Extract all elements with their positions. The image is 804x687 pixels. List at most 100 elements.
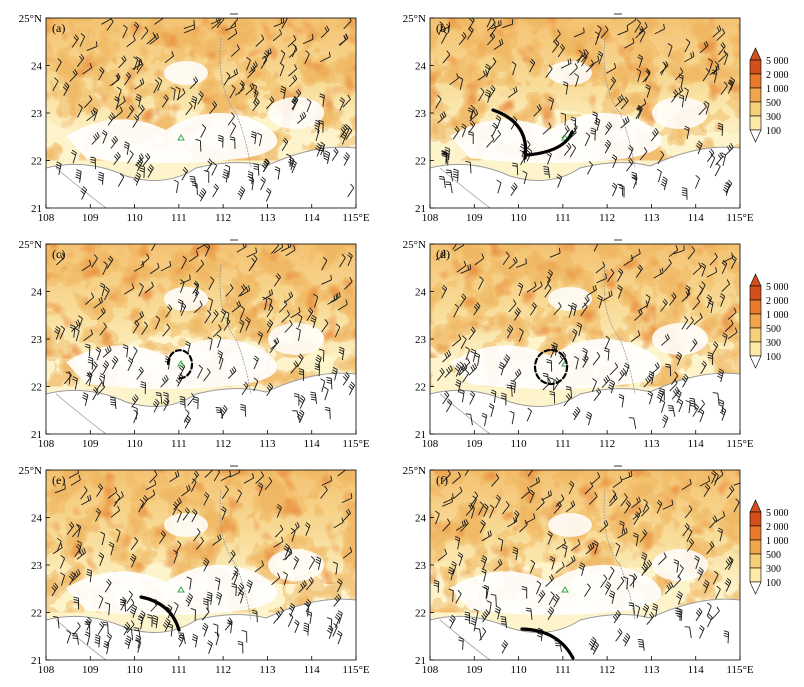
wind-barb-feather	[446, 171, 452, 174]
wind-barb-feather	[530, 58, 536, 63]
wind-barb	[154, 319, 161, 330]
wind-barb-feather	[590, 127, 596, 130]
wind-barb-feather	[240, 404, 246, 407]
wind-barb-feather	[258, 330, 263, 335]
wind-barb-feather	[622, 576, 628, 580]
wind-barb-feather	[98, 176, 104, 179]
wind-barb	[491, 125, 498, 137]
wind-barb-feather	[303, 580, 307, 585]
wind-barb-feather	[643, 98, 647, 104]
wind-barb-feather	[332, 561, 338, 565]
wind-barb-feather	[642, 564, 647, 569]
wind-barb-feather	[566, 144, 570, 150]
wind-barb	[131, 350, 138, 361]
wind-barb-feather	[628, 147, 633, 152]
colorbar-cap	[749, 273, 762, 287]
panel-label: (f)	[436, 473, 448, 487]
wind-barb-feather	[202, 562, 207, 567]
wind-barb-feather	[226, 317, 231, 322]
wind-barb-feather	[193, 282, 198, 287]
wind-barb-feather	[139, 106, 144, 112]
wind-barb	[703, 487, 711, 498]
wind-barb-feather	[724, 184, 729, 188]
wind-barb-feather	[661, 181, 667, 185]
station-marker	[561, 586, 569, 593]
wind-barb-feather	[314, 367, 320, 371]
wind-barb-feather	[111, 139, 115, 144]
wind-barb-feather	[474, 627, 480, 630]
wind-barb-feather	[500, 397, 507, 400]
wind-barb-feather	[606, 139, 612, 144]
wind-barb-feather	[727, 558, 731, 564]
wind-barb-feather	[265, 158, 270, 163]
wind-barb	[66, 632, 72, 644]
wind-barb-feather	[509, 410, 515, 414]
wind-barb	[113, 496, 121, 507]
wind-barb-feather	[284, 137, 289, 142]
wind-barb-feather	[536, 634, 542, 638]
lowland-area	[652, 323, 708, 355]
wind-barb-feather	[491, 85, 496, 90]
y-tick-label: 22	[31, 608, 42, 620]
wind-barb-feather	[718, 527, 723, 531]
wind-barb-feather	[509, 324, 514, 330]
wind-barb-feather	[716, 585, 721, 590]
wind-barb	[551, 43, 560, 53]
wind-barb	[225, 171, 229, 183]
wind-barb-feather	[578, 566, 584, 571]
wind-barb	[236, 246, 247, 253]
wind-barb	[637, 108, 643, 119]
wind-barb-feather	[722, 28, 726, 34]
wind-barb-feather	[182, 88, 186, 94]
wind-barb-feather	[444, 353, 448, 359]
wind-barb	[147, 167, 154, 178]
province-border	[55, 393, 107, 434]
wind-barb	[71, 528, 80, 538]
wind-barb-feather	[597, 297, 602, 301]
wind-barb-feather	[294, 523, 298, 529]
wind-barb	[507, 520, 518, 528]
wind-barb-feather	[293, 34, 297, 40]
wind-barb-feather	[254, 99, 259, 105]
wind-barb-feather	[73, 36, 78, 41]
wind-barb	[299, 412, 305, 424]
wind-barb	[635, 30, 644, 39]
wind-barb-feather	[605, 376, 609, 382]
wind-barb	[724, 323, 734, 332]
wind-barb-feather	[568, 482, 574, 487]
wind-barb-feather	[619, 371, 624, 377]
wind-barb-feather	[546, 153, 551, 157]
wind-barb	[114, 397, 117, 409]
wind-barb	[216, 18, 225, 28]
wind-barb	[208, 279, 215, 291]
wind-barb-feather	[311, 398, 317, 401]
wind-barb	[642, 502, 648, 513]
wind-barb-feather	[614, 362, 619, 368]
wind-barb-feather	[462, 293, 467, 298]
wind-barb-feather	[562, 83, 568, 87]
wind-barb-feather	[303, 111, 307, 117]
wind-barb-feather	[618, 628, 623, 633]
wind-barb	[493, 43, 504, 50]
wind-barb	[624, 636, 631, 647]
wind-barb-feather	[138, 368, 143, 374]
wind-barb	[626, 578, 629, 590]
sea-area	[430, 373, 740, 434]
wind-barb-feather	[433, 584, 439, 588]
wind-barb	[672, 405, 676, 417]
wind-barb	[248, 65, 258, 74]
wind-barb-feather	[131, 606, 137, 611]
wind-barb	[282, 553, 293, 561]
wind-barb	[91, 257, 98, 268]
wind-barb	[726, 489, 735, 499]
wind-barb-feather	[610, 290, 613, 296]
wind-barb-feather	[471, 18, 475, 21]
wind-barb	[624, 504, 631, 514]
wind-barb-feather	[483, 505, 488, 510]
wind-barb	[465, 507, 474, 516]
wind-barb-feather	[306, 598, 312, 603]
wind-barb-feather	[723, 81, 728, 86]
wind-barb-feather	[88, 95, 93, 100]
wind-barb-feather	[120, 601, 126, 604]
wind-barb	[247, 69, 256, 79]
